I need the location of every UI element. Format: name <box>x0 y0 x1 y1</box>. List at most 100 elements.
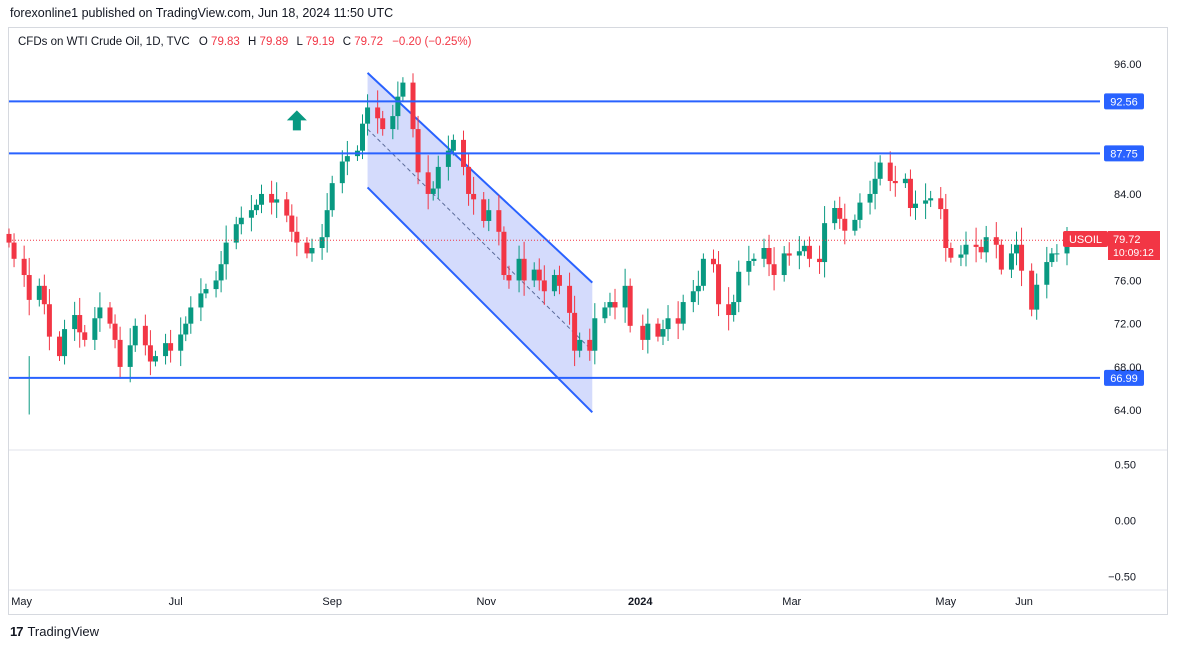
candle-body <box>963 244 969 255</box>
candle-body <box>541 280 547 292</box>
legend-low-label: L <box>297 36 304 48</box>
legend-change: −0.20 (−0.25%) <box>392 36 471 48</box>
candle-body <box>612 302 618 308</box>
candle-body <box>223 242 229 265</box>
candle-body <box>943 209 949 248</box>
candle-body <box>993 237 999 245</box>
candle-body <box>253 204 259 211</box>
candle-body <box>645 323 651 340</box>
level-label-bg <box>1104 93 1144 110</box>
tradingview-logo-icon: 17 <box>10 624 24 639</box>
tradingview-footer[interactable]: 17 TradingView <box>10 624 99 639</box>
candle-body <box>168 343 174 351</box>
candle-body <box>892 180 898 184</box>
level-label-bg <box>1104 145 1144 162</box>
candle-body <box>822 223 828 263</box>
candle-body <box>887 162 893 181</box>
y-tick-label: 72.00 <box>1114 319 1142 331</box>
candle-body <box>11 242 17 259</box>
channel-lower-line <box>366 186 593 414</box>
candle-body <box>1029 270 1035 310</box>
candle-body <box>592 318 598 351</box>
candle-body <box>786 253 792 256</box>
lower-y-tick-label: 0.00 <box>1115 516 1136 528</box>
candle-body <box>466 166 472 194</box>
legend-high: 79.89 <box>260 36 289 48</box>
candle-body <box>112 323 118 340</box>
candle-body <box>958 254 964 258</box>
candle-body <box>817 258 823 263</box>
badge-price: 79.72 <box>1113 234 1141 246</box>
candle-body <box>973 244 979 247</box>
candle-body <box>912 203 918 208</box>
candle-body <box>1019 244 1025 271</box>
candle-body <box>1049 253 1055 263</box>
candle-body <box>309 248 315 254</box>
candle-body <box>132 325 138 346</box>
y-tick-label: 84.00 <box>1114 189 1142 201</box>
x-tick-label: Sep <box>322 596 342 608</box>
candle-body <box>46 304 52 337</box>
candle-body <box>395 96 401 117</box>
candle-body <box>274 199 280 203</box>
candle-body <box>806 245 812 259</box>
candle-body <box>675 318 681 324</box>
candle-body <box>1008 253 1014 270</box>
candle-body <box>360 123 366 151</box>
candle-body <box>6 233 12 243</box>
candle-body <box>796 251 802 256</box>
badge-countdown: 10:09:12 <box>1113 247 1154 259</box>
candle-body <box>486 210 492 221</box>
candle-body <box>680 302 686 324</box>
candle-body <box>923 200 929 204</box>
candle-body <box>375 107 381 119</box>
candle-body <box>501 231 507 276</box>
footer-brand: TradingView <box>27 624 100 639</box>
candle-body <box>877 162 883 179</box>
candle-body <box>183 323 189 335</box>
candle-body <box>97 307 103 319</box>
candle-body <box>837 208 843 219</box>
candle-body <box>147 345 153 362</box>
level-label-bg <box>1104 369 1144 386</box>
candle-body <box>832 208 838 224</box>
candle-body <box>259 193 265 205</box>
x-tick-label: Jul <box>169 596 183 608</box>
candle-body <box>41 285 47 305</box>
candle-body <box>410 82 416 130</box>
candle-body <box>77 315 83 333</box>
candle-body <box>766 248 772 265</box>
candle-body <box>627 285 633 326</box>
legend-high-label: H <box>248 36 256 48</box>
candle-body <box>978 246 984 253</box>
candle-body <box>92 318 98 340</box>
candle-body <box>178 334 184 351</box>
candle-body <box>496 210 502 232</box>
candle-body <box>304 242 310 254</box>
candle-body <box>400 82 406 97</box>
level-label: 92.56 <box>1110 96 1138 108</box>
candle-body <box>57 336 63 357</box>
legend-instrument: CFDs on WTI Crude Oil, 1D, TVC <box>18 36 190 48</box>
candle-body <box>842 218 848 231</box>
candle-body <box>736 271 742 303</box>
candle-body <box>506 275 512 281</box>
x-tick-label: Jun <box>1015 596 1033 608</box>
candle-body <box>640 325 646 340</box>
candle-body <box>516 258 522 281</box>
candle-body <box>577 339 583 351</box>
candle-body <box>450 139 456 151</box>
candle-body <box>218 264 224 281</box>
candle-body <box>213 280 219 290</box>
candle-body <box>344 156 350 162</box>
badge-symbol: USOIL <box>1069 234 1102 246</box>
candle-body <box>872 178 878 194</box>
candle-body <box>481 199 487 221</box>
x-tick-label: May <box>935 596 956 608</box>
level-label: 87.75 <box>1110 148 1138 160</box>
candle-body <box>761 248 767 259</box>
candle-body <box>117 339 123 367</box>
candle-body <box>319 237 325 248</box>
y-tick-label: 96.00 <box>1114 59 1142 71</box>
